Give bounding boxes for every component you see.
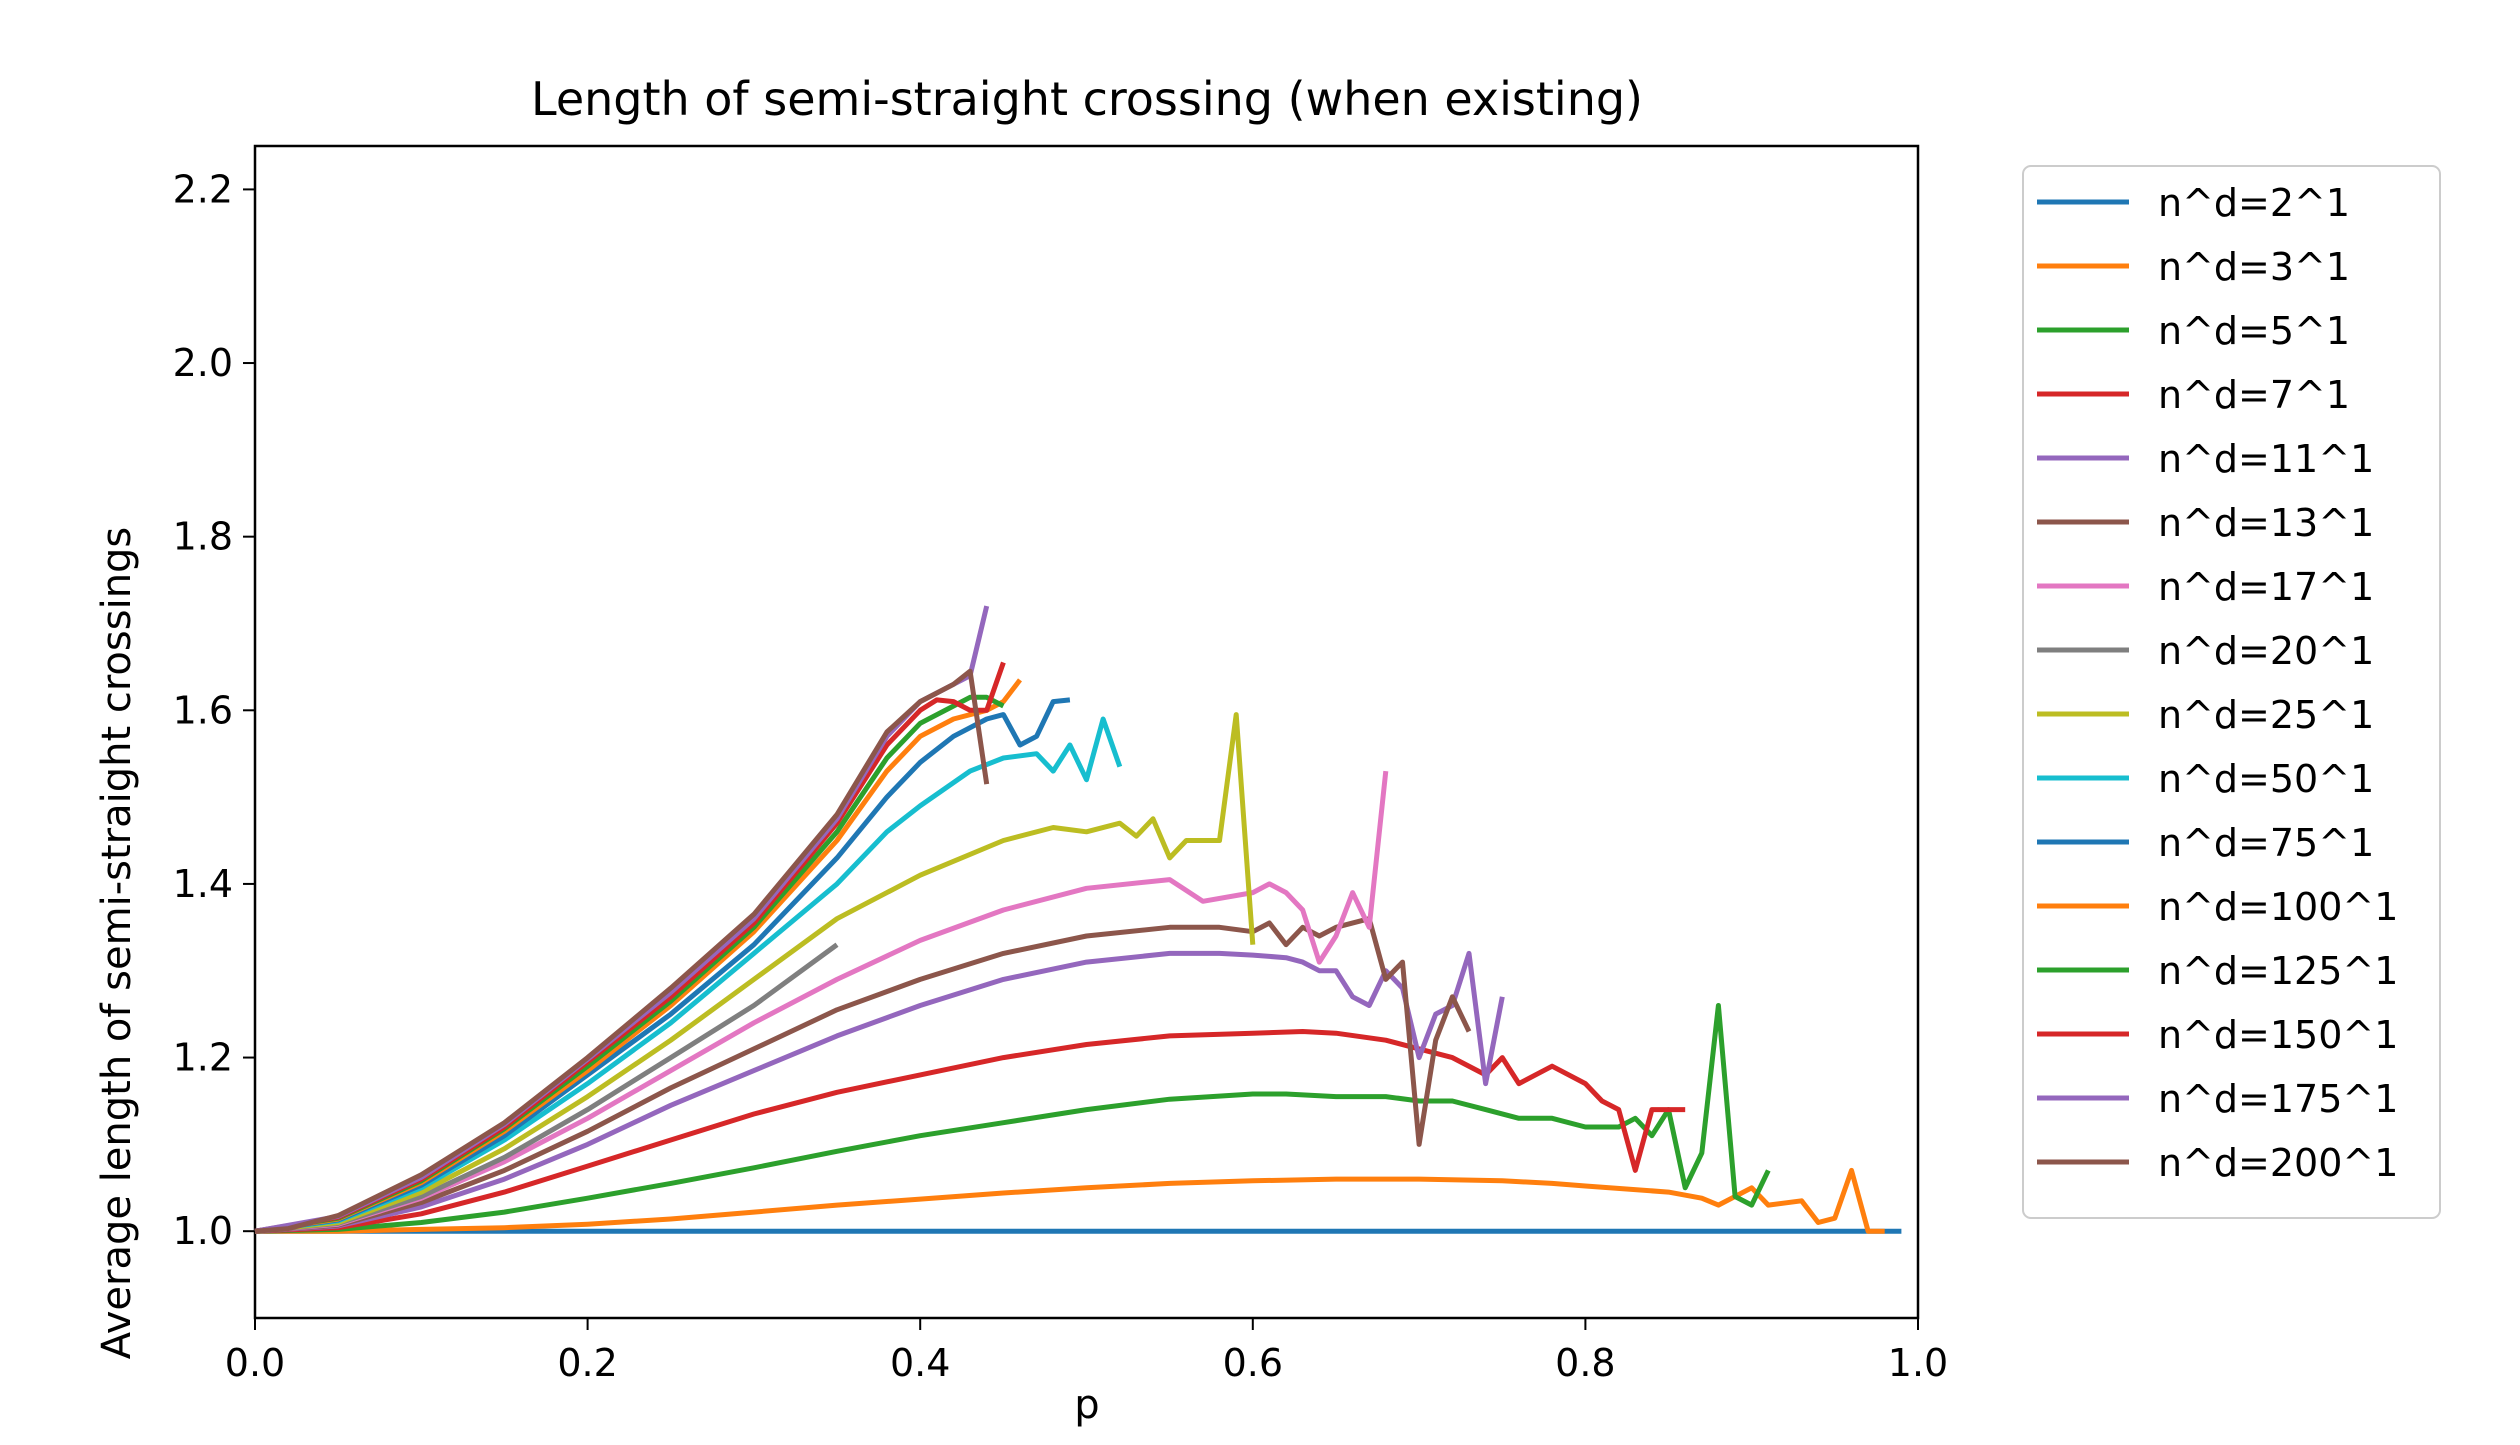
series-line-3	[254, 1003, 1771, 1234]
series-line-11	[254, 697, 1071, 1234]
legend-label: n^d=11^1	[2158, 437, 2374, 481]
legend-label: n^d=3^1	[2158, 245, 2350, 289]
series-line-4	[254, 1029, 1686, 1234]
series-line-9	[254, 712, 1256, 1234]
y-tick-label: 1.0	[173, 1209, 233, 1253]
legend-label: n^d=150^1	[2158, 1013, 2398, 1057]
legend-label: n^d=17^1	[2158, 565, 2374, 609]
legend-label: n^d=50^1	[2158, 757, 2374, 801]
y-tick-label: 1.4	[173, 862, 233, 906]
x-tick-label: 0.6	[1223, 1341, 1283, 1385]
series-line-5	[254, 950, 1505, 1234]
series-line-10	[254, 716, 1123, 1234]
y-tick-label: 2.2	[173, 167, 233, 211]
legend-label: n^d=5^1	[2158, 309, 2350, 353]
y-axis-label: Average length of semi-straight crossing…	[94, 527, 140, 1360]
plot-frame	[253, 144, 1920, 1320]
series-line-2	[255, 1167, 1885, 1234]
legend-label: n^d=75^1	[2158, 821, 2374, 865]
legend-label: n^d=13^1	[2158, 501, 2374, 545]
legend-label: n^d=2^1	[2158, 181, 2350, 225]
y-tick-label: 1.2	[173, 1036, 233, 1080]
legend-label: n^d=7^1	[2158, 373, 2350, 417]
legend-label: n^d=20^1	[2158, 629, 2374, 673]
series-line-7	[254, 770, 1389, 1234]
y-tick-label: 1.8	[173, 515, 233, 559]
chart-title: Length of semi-straight crossing (when e…	[531, 72, 1643, 126]
legend-label: n^d=200^1	[2158, 1141, 2398, 1185]
series-lines	[254, 605, 1902, 1234]
legend: n^d=2^1 n^d=3^1 n^d=5^1 n^d=7^1 n^d=11^1 n^d=…	[2022, 165, 2441, 1219]
y-tick-label: 2.0	[173, 341, 233, 385]
legend-label: n^d=25^1	[2158, 693, 2374, 737]
axes: 0.0 0.2 0.4 0.6 0.8 1.0 1.0 1.2 1.4 1.6 1.8 2.0 2.2	[173, 144, 1948, 1385]
series-line-16	[254, 668, 990, 1234]
x-tick-label: 0.2	[557, 1341, 617, 1385]
x-tick-label: 0.0	[225, 1341, 285, 1385]
x-tick-label: 0.8	[1555, 1341, 1615, 1385]
y-tick-label: 1.6	[173, 688, 233, 732]
legend-label: n^d=100^1	[2158, 885, 2398, 929]
legend-box	[2022, 165, 2441, 1219]
x-axis-label: p	[1074, 1382, 1099, 1428]
x-tick-label: 0.4	[890, 1341, 950, 1385]
x-tick-label: 1.0	[1888, 1341, 1948, 1385]
legend-label: n^d=125^1	[2158, 949, 2398, 993]
legend-label: n^d=175^1	[2158, 1077, 2398, 1121]
series-line-6	[254, 916, 1472, 1234]
